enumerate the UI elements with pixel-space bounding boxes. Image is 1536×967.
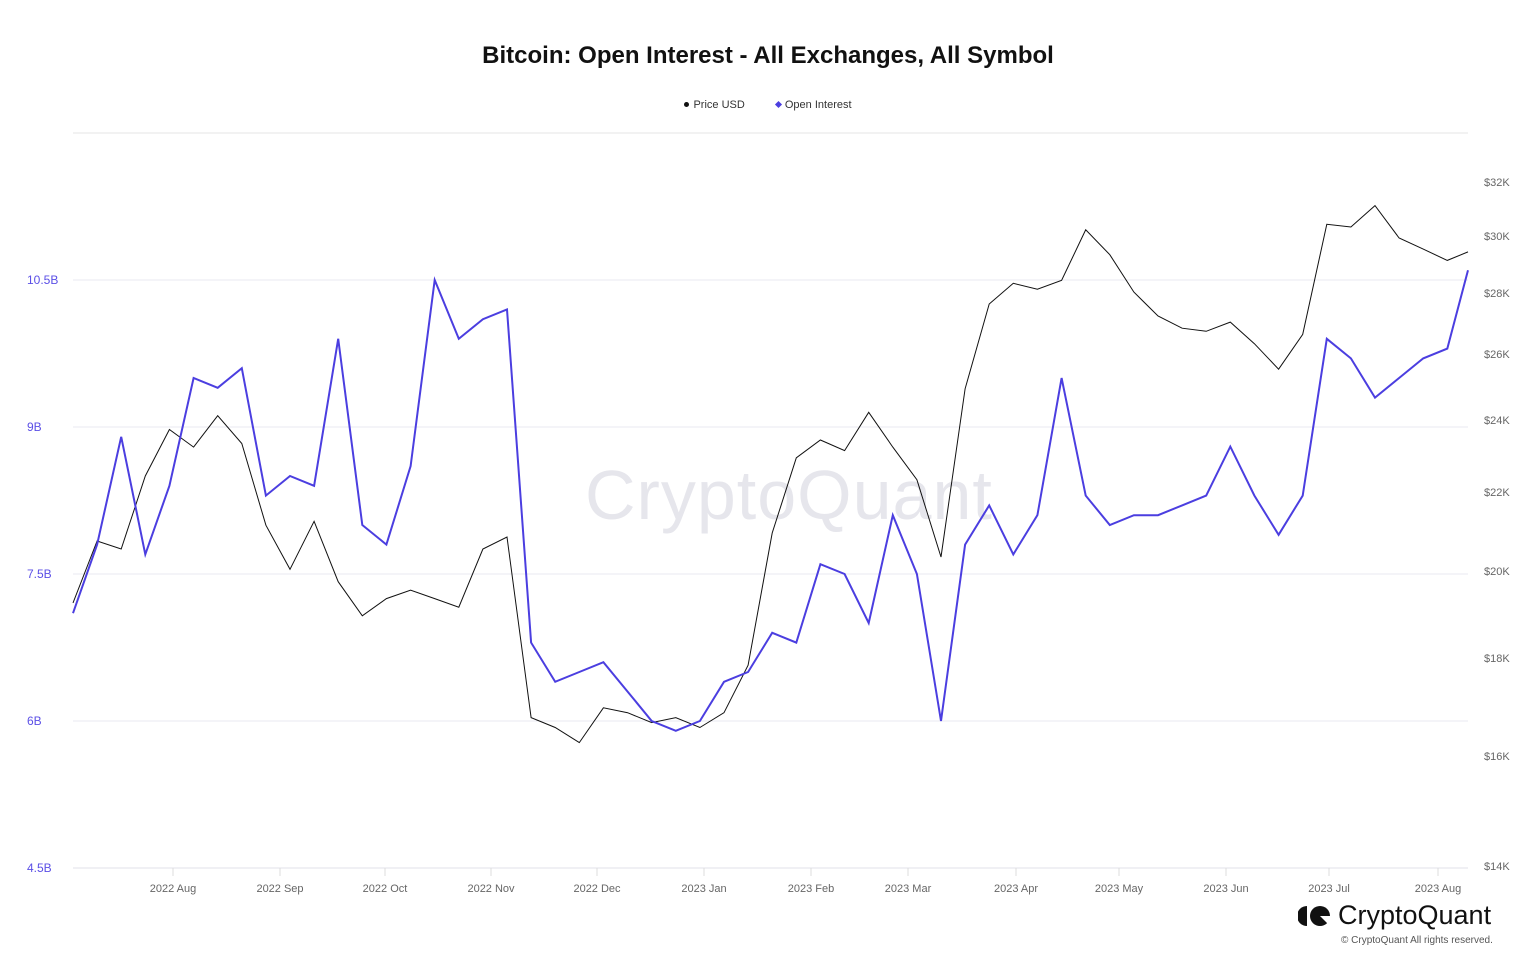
right-axis-label: $26K bbox=[1484, 349, 1510, 361]
x-axis-label: 2023 Jun bbox=[1203, 883, 1249, 895]
x-axis-label: 2023 May bbox=[1094, 883, 1144, 895]
brand-name: CryptoQuant bbox=[1338, 900, 1492, 930]
legend-label-open-interest: Open Interest bbox=[784, 98, 852, 111]
x-axis-label: 2023 Feb bbox=[787, 883, 835, 895]
chart-title: Bitcoin: Open Interest - All Exchanges, … bbox=[482, 42, 1054, 69]
left-axis-label: 9B bbox=[27, 420, 42, 434]
legend-label-price: Price USD bbox=[693, 98, 745, 111]
x-axis-label: 2022 Aug bbox=[149, 883, 197, 895]
x-axis-label: 2023 Jan bbox=[681, 883, 727, 895]
x-axis-label: 2022 Sep bbox=[256, 883, 304, 895]
x-axis-label: 2023 Apr bbox=[993, 883, 1039, 895]
x-axis-label: 2022 Dec bbox=[573, 883, 621, 895]
watermark: CryptoQuant bbox=[585, 456, 993, 534]
circle-marker-icon bbox=[684, 102, 690, 107]
right-axis-label: $16K bbox=[1484, 751, 1510, 763]
right-axis-label: $24K bbox=[1484, 415, 1510, 427]
x-axis-ticks bbox=[172, 868, 1439, 876]
x-axis-label: 2023 Aug bbox=[1414, 883, 1462, 895]
right-axis-label: $32K bbox=[1484, 177, 1510, 189]
right-axis-label: $28K bbox=[1484, 288, 1510, 300]
left-axis-label: 7.5B bbox=[27, 567, 52, 581]
x-axis-label: 2023 Mar bbox=[884, 883, 932, 895]
x-axis-label: 2022 Oct bbox=[362, 883, 408, 895]
x-axis-label: 2022 Nov bbox=[467, 883, 515, 895]
x-axis-label: 2023 Jul bbox=[1308, 883, 1350, 895]
left-axis-label: 6B bbox=[27, 714, 42, 728]
cryptoquant-logo-icon bbox=[1298, 905, 1330, 926]
legend-item-price[interactable]: Price USD bbox=[684, 98, 745, 111]
open-interest-line bbox=[72, 269, 1469, 732]
cryptoquant-logo[interactable]: CryptoQuant bbox=[1298, 900, 1491, 931]
right-axis-label: $20K bbox=[1484, 566, 1510, 578]
right-axis-label: $18K bbox=[1484, 653, 1510, 665]
price-usd-line bbox=[72, 204, 1469, 744]
right-axis-label: $30K bbox=[1484, 231, 1510, 243]
left-axis-label: 10.5B bbox=[27, 273, 59, 287]
legend: Price USD Open Interest bbox=[0, 98, 1536, 111]
right-axis-label: $22K bbox=[1484, 487, 1510, 499]
left-axis-label: 4.5B bbox=[27, 861, 52, 875]
copyright-text: © CryptoQuant All rights reserved. bbox=[1341, 935, 1493, 946]
legend-item-open-interest[interactable]: Open Interest bbox=[774, 98, 852, 111]
right-axis-label: $14K bbox=[1484, 861, 1510, 873]
gridlines bbox=[73, 132, 1468, 869]
